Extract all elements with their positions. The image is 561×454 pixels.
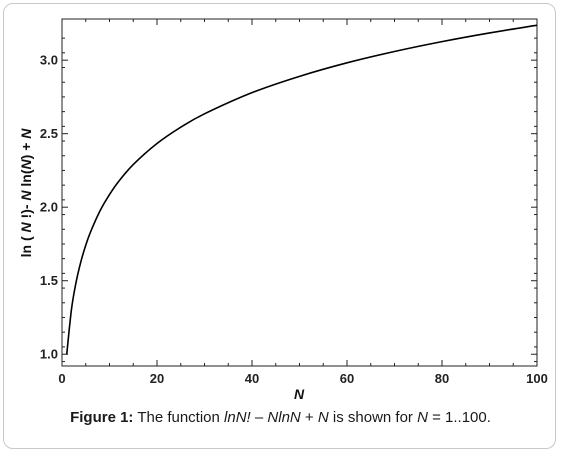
y-axis-title: ln ( N !)- N ln(N) + N <box>18 128 34 258</box>
caption-expr: N <box>417 409 428 426</box>
x-tick-label: 0 <box>58 371 65 386</box>
x-tick-label: 80 <box>435 371 449 386</box>
y-axis-title-part: N <box>18 128 34 139</box>
figure-label: Figure 1: <box>70 409 134 426</box>
caption-expr: NlnN <box>267 409 301 426</box>
caption-text: + <box>300 409 318 426</box>
caption-text: The function <box>133 409 225 426</box>
x-tick-label: 40 <box>245 371 259 386</box>
y-axis-title-part: N <box>18 158 34 169</box>
axes-layer: 0 20 40 60 80 100 1.0 1.5 2.0 2.5 3.0 <box>40 19 548 386</box>
x-tick-label: 100 <box>526 371 548 386</box>
caption-expr: N <box>317 409 329 426</box>
figure-caption: Figure 1: The function lnN! – NlnN + N i… <box>0 409 561 426</box>
x-tick-label: 60 <box>340 371 354 386</box>
y-axis-title-part: !)- <box>18 201 34 223</box>
y-tick-label: 1.5 <box>40 273 58 288</box>
y-axis-title-part: ) + <box>18 139 34 160</box>
x-tick-label: 20 <box>150 371 164 386</box>
y-axis-title-part: ln ( <box>18 233 34 258</box>
y-axis-title-part: N <box>18 190 34 201</box>
caption-expr: lnN! <box>224 409 251 426</box>
caption-text: is shown for <box>328 409 418 426</box>
x-axis-title: N <box>294 386 305 402</box>
y-tick-label: 2.0 <box>40 200 58 215</box>
y-axis-title-part: ln( <box>18 169 34 190</box>
y-tick-label: 2.5 <box>40 126 58 141</box>
series-line <box>65 24 538 355</box>
caption-text: – <box>250 409 268 426</box>
plot-frame <box>61 18 538 367</box>
y-tick-label: 1.0 <box>40 347 58 362</box>
y-tick-label: 3.0 <box>40 53 58 68</box>
y-axis-title-part: N <box>18 222 34 233</box>
figure-card <box>3 3 556 449</box>
caption-text: = 1..100. <box>427 409 491 426</box>
